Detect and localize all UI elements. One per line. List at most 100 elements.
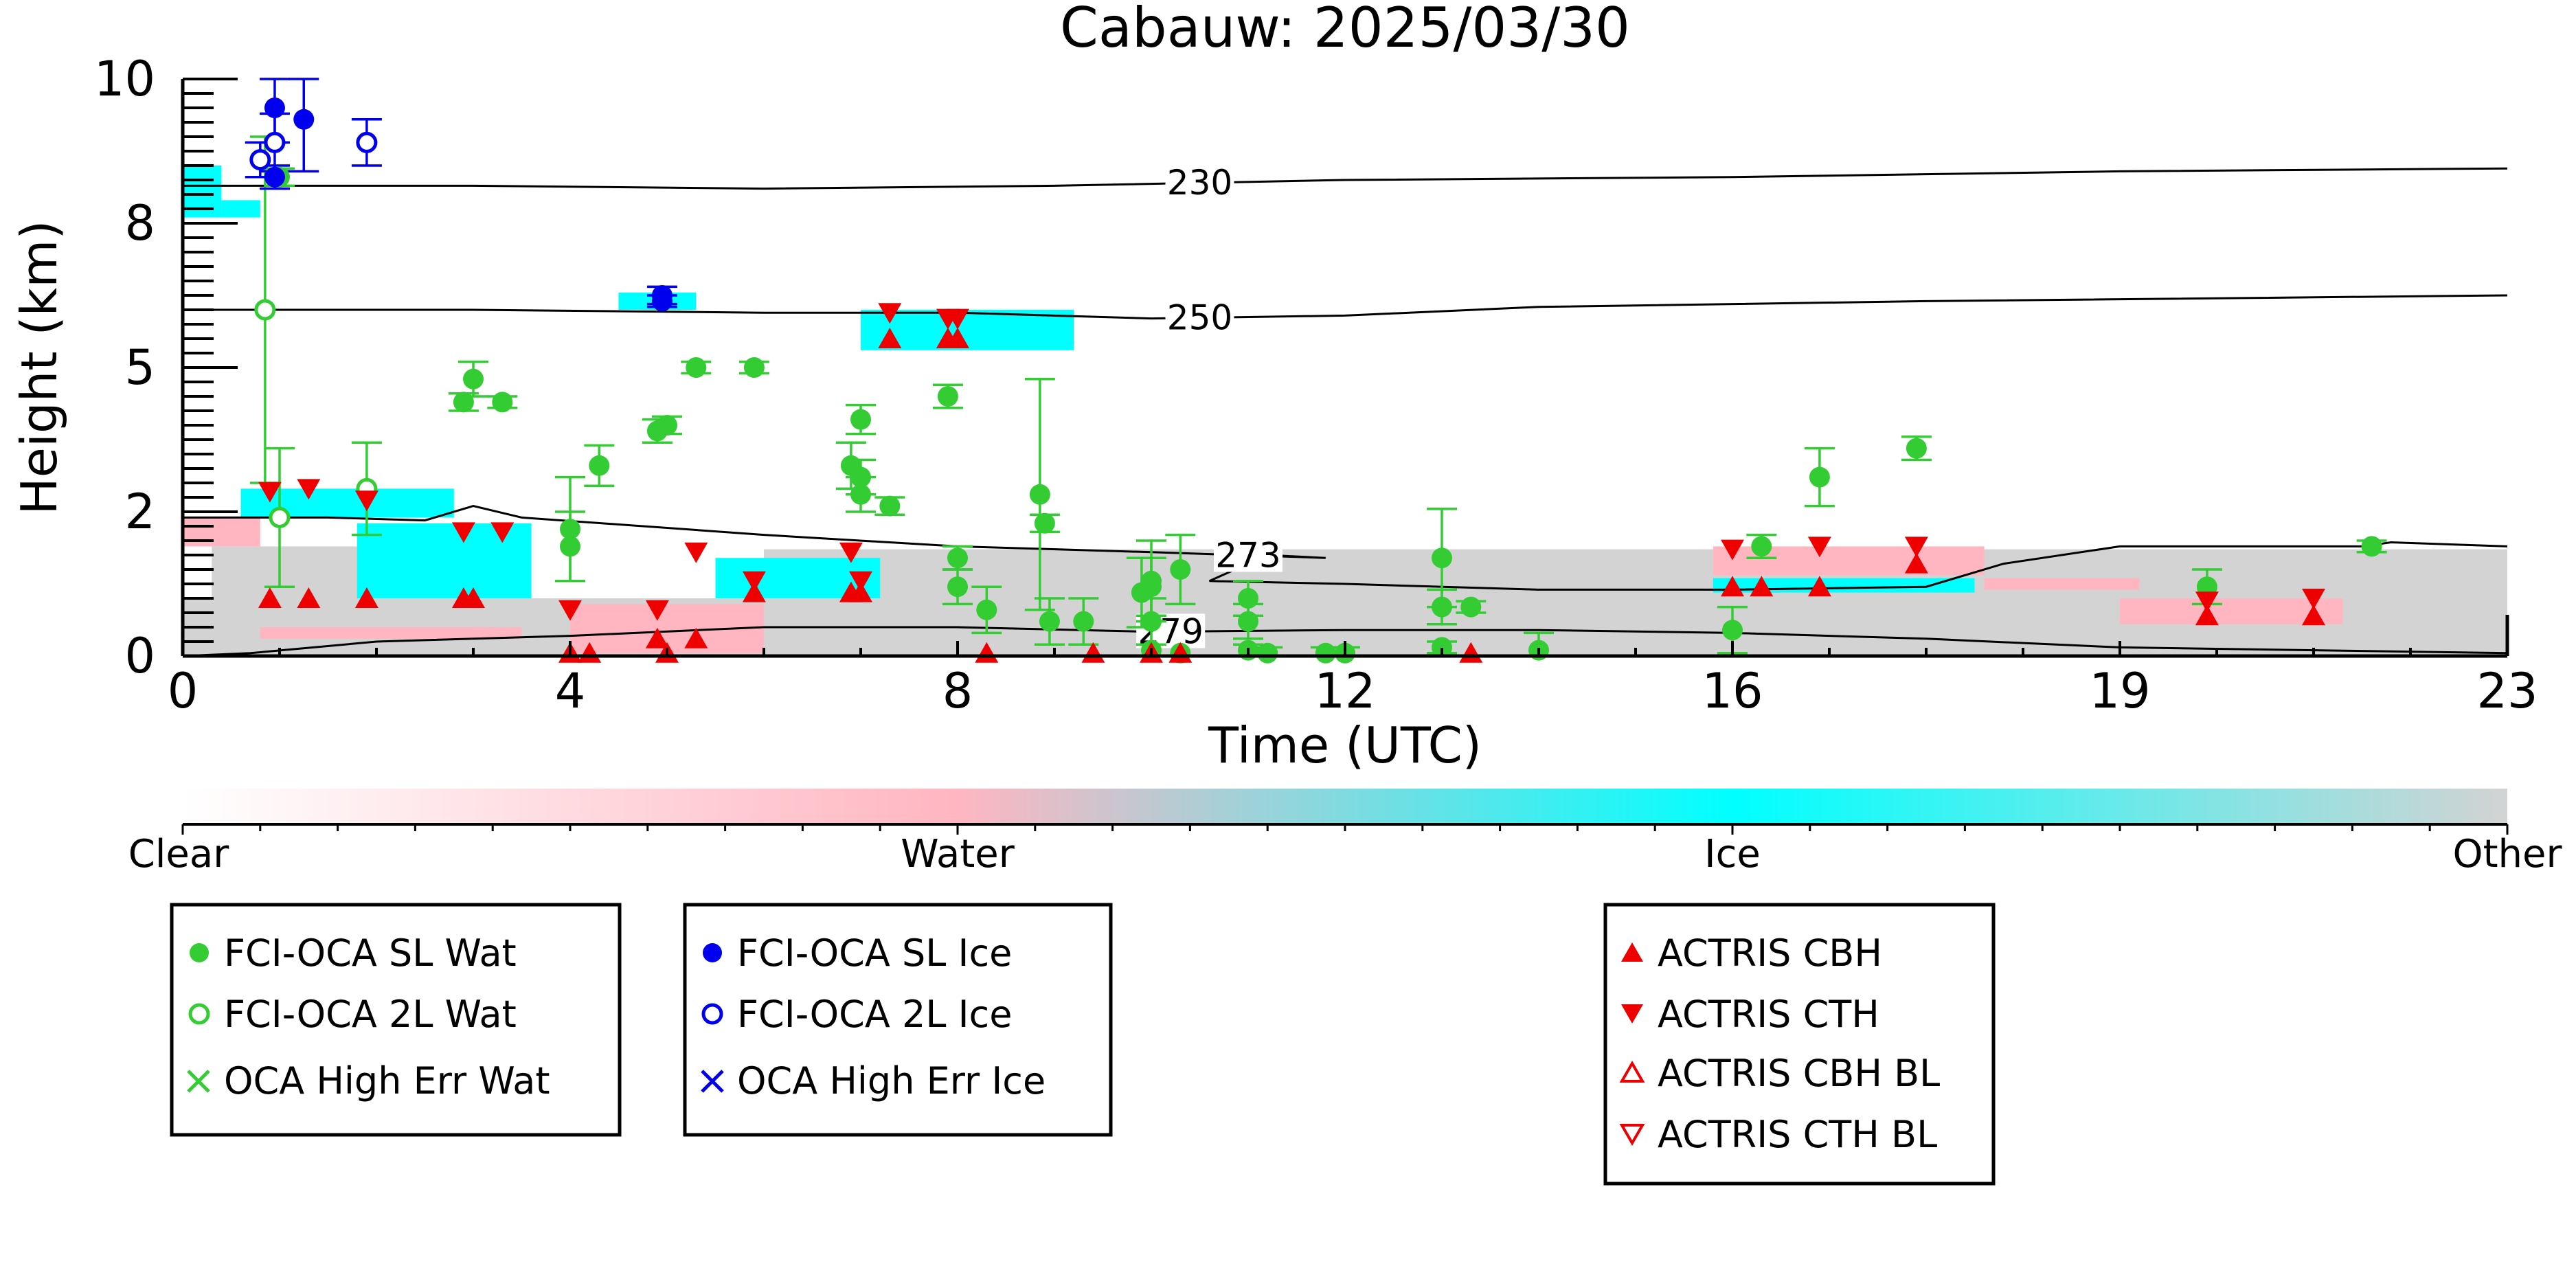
marker-actris-cth	[742, 571, 766, 592]
marker-actris-cbh	[354, 587, 379, 608]
marker-actris-cth	[1904, 536, 1928, 558]
marker-fci-oca-sl-wat	[1722, 620, 1743, 641]
colorbar-gradient	[183, 789, 2507, 824]
marker-actris-cbh	[1750, 576, 1774, 597]
y-tick-label: 10	[94, 51, 155, 107]
marker-fci-oca-sl-wat	[657, 415, 677, 436]
marker-fci-oca-sl-wat	[1315, 642, 1336, 664]
marker-fci-oca-sl-wat	[1034, 512, 1055, 534]
marker-fci-oca-sl-wat	[1809, 466, 1830, 488]
legend-actris-frame	[1603, 903, 1996, 1186]
marker-fci-oca-sl-wat	[560, 536, 580, 557]
marker-fci-oca-sl-wat	[2361, 536, 2382, 557]
marker-actris-cth	[946, 308, 969, 330]
marker-fci-oca-sl-wat	[1432, 637, 1452, 658]
legend-water-frame	[170, 903, 622, 1137]
marker-actris-cbh	[1721, 576, 1744, 597]
marker-fci-oca-sl-wat	[1460, 596, 1482, 618]
marker-fci-oca-sl-wat	[453, 392, 474, 413]
legend-cth-bl-label: ACTRIS CTH BL	[1658, 1113, 1937, 1156]
marker-fci-oca-sl-wat	[1141, 576, 1162, 598]
legend-2l-wat-marker	[188, 1003, 210, 1025]
legend-higherr-wat-marker	[187, 1070, 210, 1093]
contour-273	[183, 505, 2507, 591]
x-ticks: 0 4 8 12 16 19 23	[168, 641, 2538, 719]
colorbar-ticks	[181, 824, 2509, 835]
marker-fci-oca-sl-wat	[1906, 438, 1927, 459]
legend-higherr-ice-marker	[701, 1070, 724, 1093]
marker-actris-cth	[2195, 591, 2219, 613]
marker-fci-oca-2l-wat	[254, 299, 276, 321]
cloud-classification-background	[183, 166, 2507, 656]
marker-fci-oca-sl-ice	[264, 166, 285, 188]
colorbar-label-other: Other	[2452, 832, 2562, 877]
marker-actris-cth	[2302, 589, 2325, 609]
marker-actris-cth	[1721, 539, 1744, 561]
x-tick-label: 16	[1702, 663, 1763, 719]
marker-actris-cth	[645, 600, 669, 621]
legend-ice-frame	[683, 903, 1113, 1137]
y-ticks: 0 2 5 8 10	[94, 51, 238, 684]
marker-fci-oca-sl-wat	[1073, 611, 1094, 632]
marker-fci-oca-sl-wat	[686, 357, 707, 378]
y-tick-label: 5	[124, 339, 155, 396]
contour-label-bg	[1165, 165, 1234, 200]
marker-actris-cth	[297, 479, 321, 500]
x-tick-label: 0	[168, 663, 199, 719]
legend-sl-wat-marker	[190, 943, 209, 962]
x-axis-label: Time (UTC)	[1208, 716, 1482, 774]
legend-2l-ice-marker	[701, 1003, 723, 1025]
marker-actris-cth	[1807, 536, 1831, 558]
marker-actris-cbh	[2302, 605, 2325, 626]
marker-fci-oca-sl-wat	[1170, 559, 1191, 580]
marker-fci-oca-sl-wat	[850, 484, 871, 505]
legend-sl-ice-marker	[703, 943, 722, 962]
legend-cbh-bl-marker	[1619, 1060, 1645, 1083]
legend-2l-ice-label: FCI-OCA 2L Ice	[737, 993, 1012, 1036]
marker-actris-cth	[451, 522, 475, 543]
marker-fci-oca-sl-wat	[1257, 642, 1278, 664]
marker-actris-cth	[878, 303, 902, 324]
contour-label-230: 230	[1167, 163, 1232, 203]
marker-fci-oca-sl-wat	[1029, 484, 1050, 505]
marker-actris-cbh	[2195, 605, 2219, 626]
x-tick-label: 19	[2089, 663, 2150, 719]
legend-higherr-wat-label: OCA High Err Wat	[224, 1059, 550, 1103]
marker-fci-oca-sl-ice	[264, 98, 285, 118]
marker-actris-cth	[258, 482, 282, 503]
marker-fci-oca-sl-wat	[947, 547, 968, 569]
marker-fci-oca-sl-wat	[850, 409, 871, 430]
contour-label-273: 273	[1215, 535, 1280, 575]
marker-fci-oca-sl-wat	[560, 519, 580, 540]
legend-sl-ice-label: FCI-OCA SL Ice	[737, 931, 1012, 975]
colorbar-label-ice: Ice	[1704, 832, 1761, 877]
x-tick-label: 23	[2476, 663, 2538, 719]
legend-water: FCI-OCA SL Wat FCI-OCA 2L Wat OCA High E…	[170, 903, 622, 1137]
contour-230	[183, 167, 2507, 190]
y-tick-label: 0	[124, 628, 155, 684]
legend-actris: ACTRIS CBH ACTRIS CTH ACTRIS CBH BL ACTR…	[1603, 903, 1996, 1186]
background-region-water	[1984, 578, 2140, 590]
background-region-other	[764, 549, 2507, 605]
chart-title: Cabauw: 2025/03/30	[1060, 0, 1630, 60]
marker-fci-oca-sl-ice	[293, 109, 315, 130]
marker-fci-oca-sl-wat	[1238, 588, 1258, 609]
marker-fci-oca-sl-wat	[879, 495, 901, 517]
colorbar-label-clear: Clear	[128, 832, 229, 877]
marker-fci-oca-sl-wat	[589, 455, 610, 476]
marker-fci-oca-sl-wat	[1432, 596, 1452, 618]
marker-fci-oca-sl-wat	[1432, 547, 1452, 569]
data-markers	[249, 98, 2382, 664]
marker-fci-oca-2l-ice	[249, 149, 271, 171]
y-tick-label: 8	[124, 195, 155, 251]
marker-actris-cbh	[1904, 552, 1928, 574]
marker-actris-cbh	[645, 627, 669, 648]
marker-fci-oca-sl-wat	[937, 386, 958, 407]
colorbar: Clear Water Ice Other	[128, 789, 2562, 877]
marker-actris-cth	[354, 490, 379, 512]
legend-cth-marker	[1621, 1004, 1643, 1024]
marker-actris-cth	[684, 542, 708, 563]
y-axis-label: Height (km)	[10, 221, 68, 515]
marker-fci-oca-sl-wat	[1039, 611, 1060, 632]
marker-actris-cbh	[258, 587, 282, 608]
